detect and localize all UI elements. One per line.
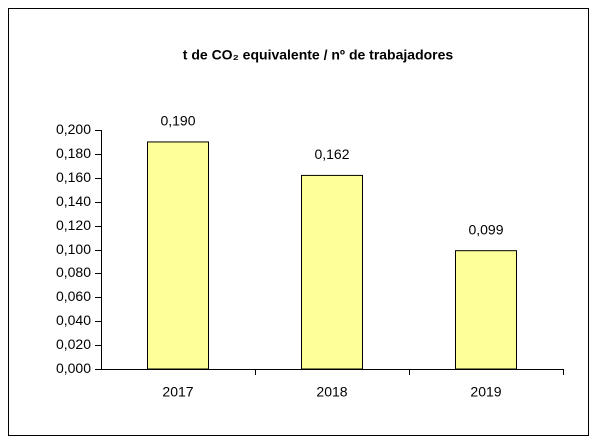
x-tick-label: 2018 (316, 384, 347, 400)
bar (147, 141, 209, 370)
y-tick-label: 0,060 (56, 288, 91, 304)
value-label: 0,099 (468, 221, 503, 237)
y-tick-label: 0,100 (56, 241, 91, 257)
y-tick-label: 0,180 (56, 145, 91, 161)
x-tick-label: 2017 (162, 384, 193, 400)
bar (455, 250, 517, 370)
y-tick-label: 0,160 (56, 169, 91, 185)
bar (301, 174, 363, 370)
y-tick-label: 0,000 (56, 360, 91, 376)
value-label: 0,190 (160, 113, 195, 129)
y-tick-label: 0,040 (56, 312, 91, 328)
y-tick-label: 0,120 (56, 217, 91, 233)
y-tick-label: 0,140 (56, 193, 91, 209)
chart-title: t de CO₂ equivalente / nº de trabajadore… (183, 47, 454, 63)
y-tick-label: 0,080 (56, 264, 91, 280)
y-tick-label: 0,020 (56, 336, 91, 352)
y-tick-label: 0,200 (56, 121, 91, 137)
value-label: 0,162 (314, 146, 349, 162)
x-tick-label: 2019 (470, 384, 501, 400)
